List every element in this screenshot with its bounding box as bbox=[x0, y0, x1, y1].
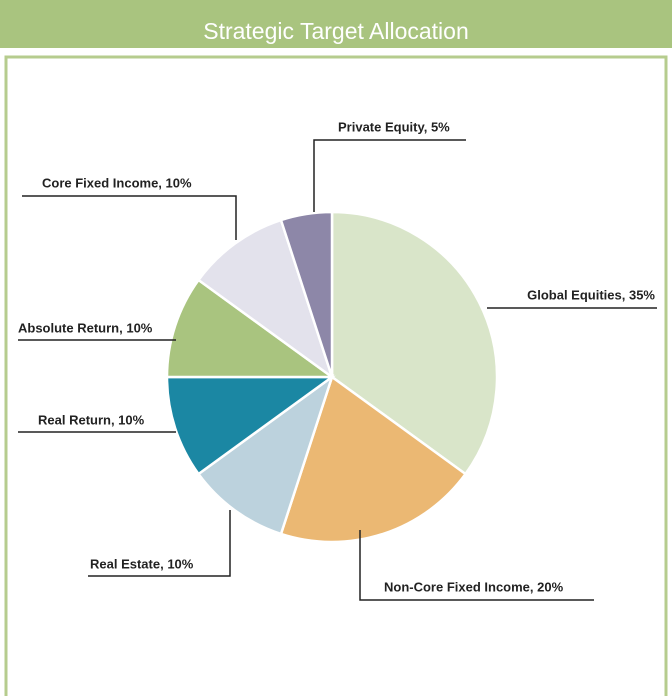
pie-slice bbox=[196, 218, 335, 381]
leader-line bbox=[22, 195, 237, 240]
leader-line bbox=[313, 139, 466, 212]
pie-slice bbox=[196, 373, 335, 536]
pie-slice bbox=[279, 374, 468, 544]
slice-label: Non-Core Fixed Income, 20% bbox=[384, 579, 564, 594]
leader-line bbox=[359, 530, 594, 601]
pie-slice bbox=[279, 210, 334, 378]
slice-label: Global Equities, 35% bbox=[527, 287, 655, 302]
slice-label: Real Estate, 10% bbox=[90, 556, 194, 571]
chart-title: Strategic Target Allocation bbox=[203, 18, 469, 44]
slice-label: Real Return, 10% bbox=[38, 412, 145, 427]
pie-slice bbox=[330, 210, 499, 476]
leader-line bbox=[88, 510, 231, 577]
pie-slice bbox=[165, 278, 336, 379]
slice-label: Absolute Return, 10% bbox=[18, 320, 153, 335]
pie-slice bbox=[165, 375, 336, 476]
header-band bbox=[0, 0, 672, 48]
slice-label: Core Fixed Income, 10% bbox=[42, 175, 192, 190]
slice-label: Private Equity, 5% bbox=[338, 119, 450, 134]
